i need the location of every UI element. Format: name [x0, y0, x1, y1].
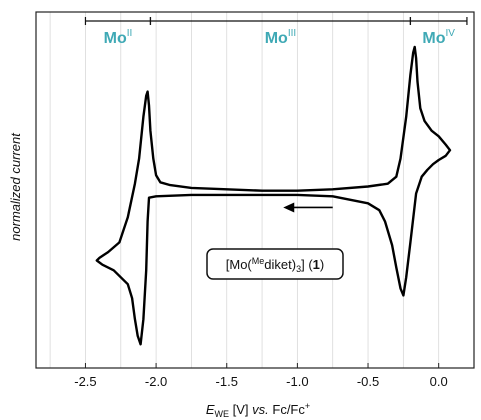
x-tick-label: -1.0	[286, 374, 308, 389]
x-tick-label: -0.5	[357, 374, 379, 389]
arrow-head	[283, 202, 295, 213]
x-tick-label: -1.5	[216, 374, 238, 389]
region-label: MoII	[104, 28, 133, 47]
compound-label-post: ] (	[301, 257, 313, 272]
compound-label-pre: [Mo(	[226, 257, 253, 272]
region-label: MoIII	[265, 28, 296, 47]
x-axis-label-ref: Fc/Fc	[269, 402, 306, 417]
compound-label-sup: Me	[252, 256, 265, 266]
compound-label: [Mo(Mediket)3] (1)	[226, 256, 324, 274]
plot-frame	[35, 11, 475, 369]
x-axis-ticks: -2.5 -2.0 -1.5 -1.0 -0.5 0.0	[74, 363, 448, 389]
x-axis-label-sub: WE	[215, 409, 230, 419]
x-axis-label-vs: vs.	[252, 402, 269, 417]
y-axis-label: normalized current	[8, 132, 23, 241]
x-axis-label-unit: [V]	[229, 402, 252, 417]
compound-label-sub: 3	[296, 264, 301, 274]
compound-label-end: )	[320, 257, 324, 272]
cv-curve	[95, 45, 452, 346]
x-tick-label: -2.5	[74, 374, 96, 389]
x-axis-label: EWE [V] vs. Fc/Fc+	[206, 401, 310, 419]
scan-direction-arrow	[283, 202, 333, 213]
x-axis-label-var: E	[206, 402, 215, 417]
compound-label-frame	[206, 248, 344, 280]
region-label: MoIV	[422, 28, 455, 47]
x-tick-label: -2.0	[145, 374, 167, 389]
oxidation-state-regions: MoII MoIII MoIV	[84, 17, 468, 47]
compound-label-bold: 1	[313, 257, 320, 272]
x-tick-label: 0.0	[430, 374, 448, 389]
compound-label-mid: diket)	[264, 257, 296, 272]
x-axis-label-refsup: +	[305, 401, 310, 411]
compound-label-box: [Mo(Mediket)3] (1)	[206, 248, 344, 280]
